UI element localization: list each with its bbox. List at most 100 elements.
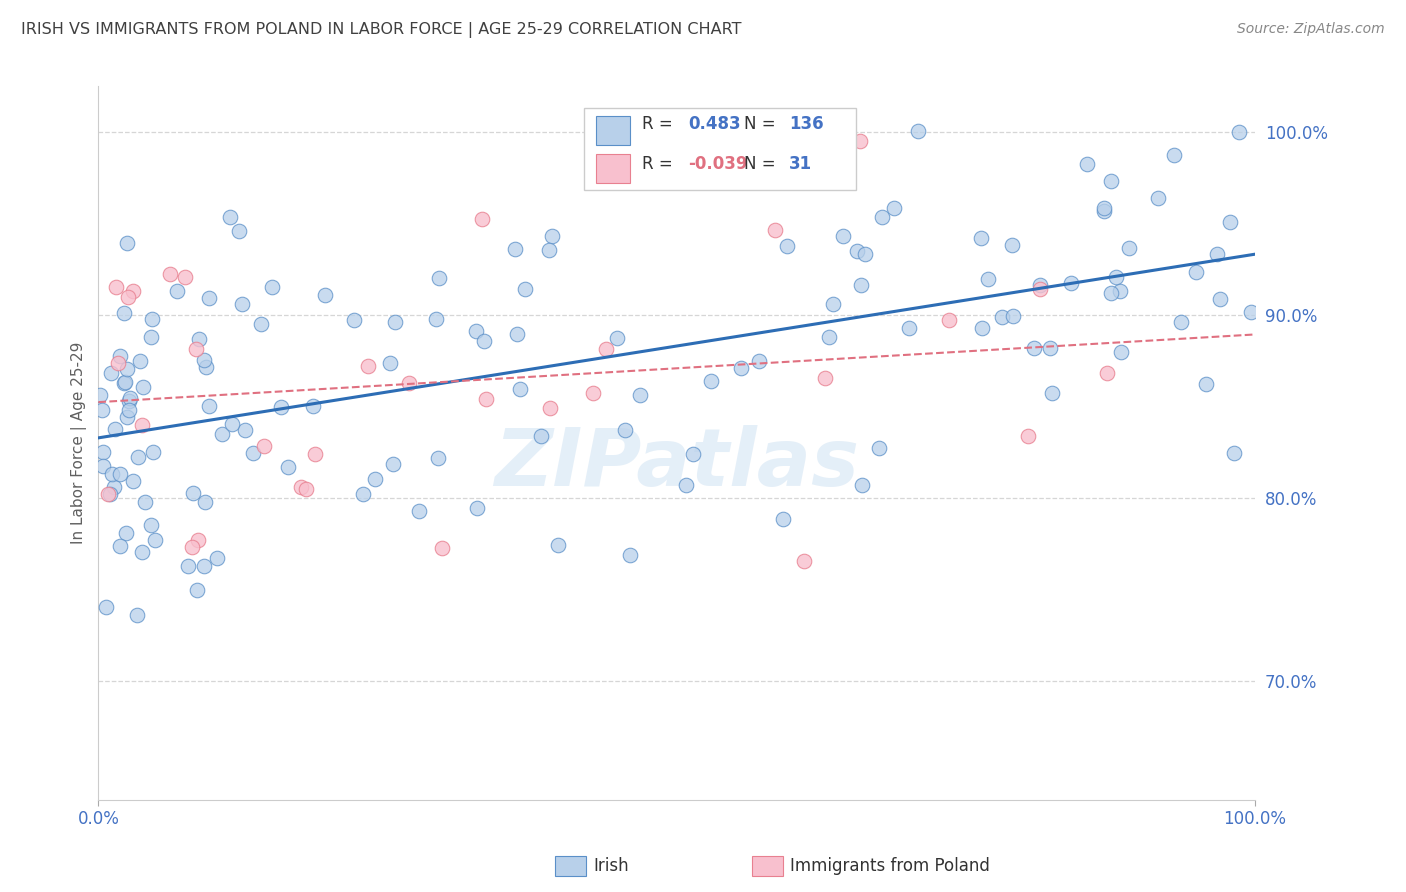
Point <box>114 376 136 391</box>
Text: 31: 31 <box>789 155 813 173</box>
Text: 136: 136 <box>789 115 824 133</box>
Point <box>118 393 141 408</box>
Point <box>1163 147 1185 161</box>
Point <box>1039 341 1062 355</box>
Point <box>132 380 155 394</box>
Text: R =: R = <box>643 155 672 173</box>
Point <box>425 312 447 326</box>
Point <box>1001 238 1024 252</box>
Point <box>898 320 921 334</box>
Point <box>1219 215 1241 229</box>
Point <box>301 399 323 413</box>
Point <box>1209 292 1232 306</box>
Point <box>821 297 844 311</box>
Point <box>166 284 188 298</box>
Point <box>108 467 131 481</box>
Point <box>763 223 786 237</box>
Point <box>91 445 114 459</box>
Point <box>250 317 273 331</box>
Point <box>613 423 636 437</box>
Point <box>1095 366 1118 380</box>
Point <box>748 354 770 368</box>
Point <box>120 391 142 405</box>
Point <box>776 239 799 253</box>
Point <box>1024 341 1046 355</box>
Point <box>426 450 449 465</box>
Point <box>187 533 209 548</box>
Point <box>233 423 256 437</box>
Point <box>97 486 120 500</box>
Point <box>772 511 794 525</box>
Point <box>849 134 872 148</box>
Point <box>134 495 156 509</box>
Point <box>105 280 128 294</box>
Text: Irish: Irish <box>593 857 628 875</box>
Point <box>509 383 531 397</box>
Text: -0.039: -0.039 <box>689 155 748 173</box>
Point <box>595 342 617 356</box>
Point <box>228 223 250 237</box>
Point <box>139 330 162 344</box>
Point <box>1099 285 1122 300</box>
Point <box>98 486 121 500</box>
Text: Source: ZipAtlas.com: Source: ZipAtlas.com <box>1237 22 1385 37</box>
Point <box>193 353 215 368</box>
Point <box>384 316 406 330</box>
Point <box>143 533 166 547</box>
Point <box>1185 265 1208 279</box>
Point <box>352 487 374 501</box>
Point <box>127 450 149 465</box>
Point <box>1076 157 1098 171</box>
Point <box>122 284 145 298</box>
Point <box>363 472 385 486</box>
Point <box>194 359 217 374</box>
Point <box>181 540 204 554</box>
Point <box>253 439 276 453</box>
Point <box>380 355 402 369</box>
Point <box>849 277 872 292</box>
Point <box>970 231 993 245</box>
Point <box>117 236 139 251</box>
FancyBboxPatch shape <box>596 116 630 145</box>
Point <box>870 210 893 224</box>
Point <box>868 441 890 455</box>
Point <box>117 410 139 425</box>
Point <box>682 446 704 460</box>
Point <box>112 306 135 320</box>
Point <box>231 297 253 311</box>
Point <box>1206 247 1229 261</box>
Point <box>125 607 148 622</box>
Point <box>159 267 181 281</box>
Point <box>1105 269 1128 284</box>
Text: N =: N = <box>744 115 775 133</box>
Point <box>619 548 641 562</box>
Point <box>1147 191 1170 205</box>
Point <box>465 500 488 515</box>
Point <box>314 288 336 302</box>
Point <box>141 311 163 326</box>
Point <box>211 427 233 442</box>
Point <box>115 525 138 540</box>
Point <box>194 495 217 509</box>
Point <box>582 386 605 401</box>
Point <box>290 480 312 494</box>
Point <box>818 330 841 344</box>
Point <box>1092 204 1115 219</box>
Point <box>1060 276 1083 290</box>
Point <box>193 558 215 573</box>
Point <box>117 290 139 304</box>
Point <box>977 271 1000 285</box>
Point <box>107 356 129 370</box>
Point <box>606 331 628 345</box>
Point <box>538 401 561 416</box>
Point <box>117 403 139 417</box>
Point <box>1099 174 1122 188</box>
Point <box>242 446 264 460</box>
Y-axis label: In Labor Force | Age 25-29: In Labor Force | Age 25-29 <box>72 342 87 544</box>
Point <box>103 480 125 494</box>
Point <box>471 212 494 227</box>
Text: Immigrants from Poland: Immigrants from Poland <box>790 857 990 875</box>
Point <box>91 459 114 474</box>
Point <box>1118 241 1140 255</box>
Point <box>938 313 960 327</box>
